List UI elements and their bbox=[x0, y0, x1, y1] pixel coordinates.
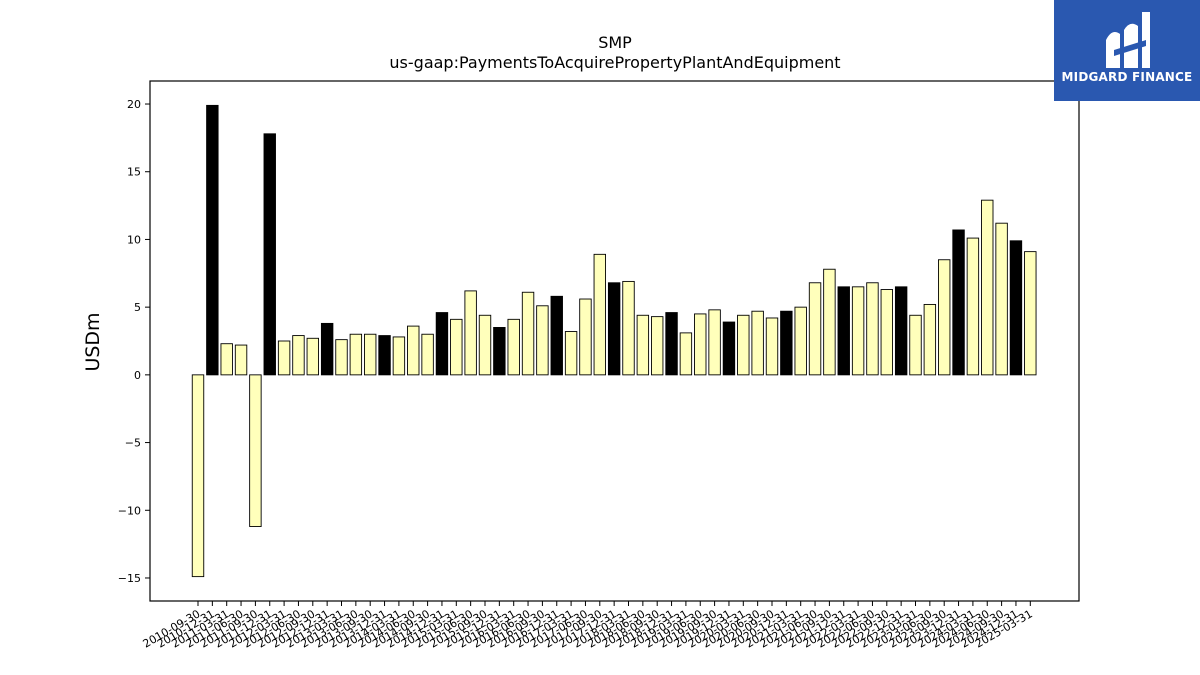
bar-2012-03-31 bbox=[277, 340, 291, 376]
bar-2018-06-30 bbox=[636, 314, 650, 376]
bar-2020-12-31 bbox=[780, 310, 793, 376]
bar-2017-12-31 bbox=[607, 282, 621, 376]
bar-2020-03-31 bbox=[737, 314, 750, 376]
bar-2022-06-30 bbox=[866, 282, 879, 376]
y-axis-label: USDm bbox=[82, 312, 104, 371]
bar-2010-12-31 bbox=[206, 104, 219, 376]
bar-2022-03-31 bbox=[851, 286, 865, 376]
bar-2024-03-31 bbox=[966, 237, 980, 376]
chart-title: SMP bbox=[598, 33, 632, 52]
bar-2020-06-30 bbox=[751, 310, 764, 376]
bar-2024-09-30 bbox=[995, 222, 1008, 376]
x-axis: 2010-09-302010-12-312011-03-312011-06-30… bbox=[141, 601, 1035, 651]
bar-2017-09-30 bbox=[593, 253, 606, 376]
bar-2012-06-30 bbox=[292, 335, 305, 376]
bar-2016-06-30 bbox=[521, 291, 535, 376]
bar-2011-09-30 bbox=[249, 374, 262, 527]
bar-2011-12-31 bbox=[263, 133, 276, 376]
bar-2023-06-30 bbox=[923, 303, 937, 376]
bar-2021-09-30 bbox=[823, 268, 836, 376]
bar-2013-06-30 bbox=[349, 333, 363, 376]
y-tick-label: −10 bbox=[118, 504, 141, 517]
bar-2015-06-30 bbox=[464, 290, 477, 376]
bar-2022-12-31 bbox=[894, 286, 908, 376]
midgard-finance-logo: MIDGARD FINANCE bbox=[1054, 0, 1200, 101]
bar-2022-09-30 bbox=[880, 289, 893, 376]
bar-2023-09-30 bbox=[938, 259, 951, 376]
bar-2018-03-31 bbox=[622, 280, 635, 376]
bar-group bbox=[191, 104, 1037, 578]
bar-2018-09-30 bbox=[651, 316, 664, 376]
bar-2014-03-31 bbox=[392, 336, 406, 376]
bar-2025-03-31 bbox=[1024, 251, 1037, 376]
bar-2012-12-31 bbox=[320, 322, 334, 376]
bar-2016-09-30 bbox=[536, 305, 549, 376]
bar-2024-06-30 bbox=[981, 199, 994, 376]
bar-2019-09-30 bbox=[708, 309, 721, 376]
bar-2018-12-31 bbox=[665, 312, 678, 376]
bar-2010-09-30 bbox=[191, 374, 205, 578]
bar-2011-03-31 bbox=[220, 343, 233, 376]
y-tick-label: −5 bbox=[125, 437, 141, 450]
y-axis: −15 −10 −5 0 5 10 15 20 bbox=[118, 98, 150, 585]
logo-text: MIDGARD FINANCE bbox=[1061, 70, 1193, 84]
bar-2016-03-31 bbox=[507, 318, 520, 376]
bar-2015-12-31 bbox=[493, 327, 506, 376]
bar-2024-12-31 bbox=[1009, 240, 1023, 376]
bar-2019-12-31 bbox=[722, 321, 736, 376]
bar-2021-12-31 bbox=[837, 286, 850, 376]
y-tick-label: 15 bbox=[127, 166, 141, 179]
bar-2017-06-30 bbox=[579, 298, 592, 376]
y-tick-label: −15 bbox=[118, 572, 141, 585]
bar-2015-03-31 bbox=[450, 318, 463, 376]
bar-2023-03-31 bbox=[909, 314, 922, 376]
y-tick-label: 5 bbox=[134, 301, 141, 314]
bar-2013-03-31 bbox=[335, 339, 348, 376]
plot-frame bbox=[149, 80, 1080, 602]
midgard-logo-icon bbox=[1106, 12, 1150, 68]
y-tick-label: 20 bbox=[127, 98, 141, 111]
bar-2021-06-30 bbox=[808, 282, 822, 376]
bar-2012-09-30 bbox=[306, 337, 319, 376]
bar-2020-09-30 bbox=[765, 317, 779, 376]
bar-2017-03-31 bbox=[564, 331, 578, 376]
y-tick-label: 10 bbox=[127, 233, 141, 246]
bar-2014-06-30 bbox=[407, 325, 420, 376]
bar-2016-12-31 bbox=[550, 295, 563, 376]
bar-2015-09-30 bbox=[478, 314, 492, 376]
chart-subtitle: us-gaap:PaymentsToAcquirePropertyPlantAn… bbox=[389, 53, 840, 72]
bar-2019-03-31 bbox=[679, 332, 693, 376]
bar-2023-12-31 bbox=[952, 229, 965, 376]
bar-2014-12-31 bbox=[435, 312, 449, 376]
y-tick-label: 0 bbox=[134, 369, 141, 382]
bar-2013-09-30 bbox=[364, 333, 377, 376]
bar-2019-06-30 bbox=[694, 313, 707, 376]
bar-2021-03-31 bbox=[794, 306, 807, 376]
bar-2014-09-30 bbox=[421, 333, 434, 376]
bar-2013-12-31 bbox=[378, 335, 391, 376]
bar-2011-06-30 bbox=[234, 344, 248, 376]
